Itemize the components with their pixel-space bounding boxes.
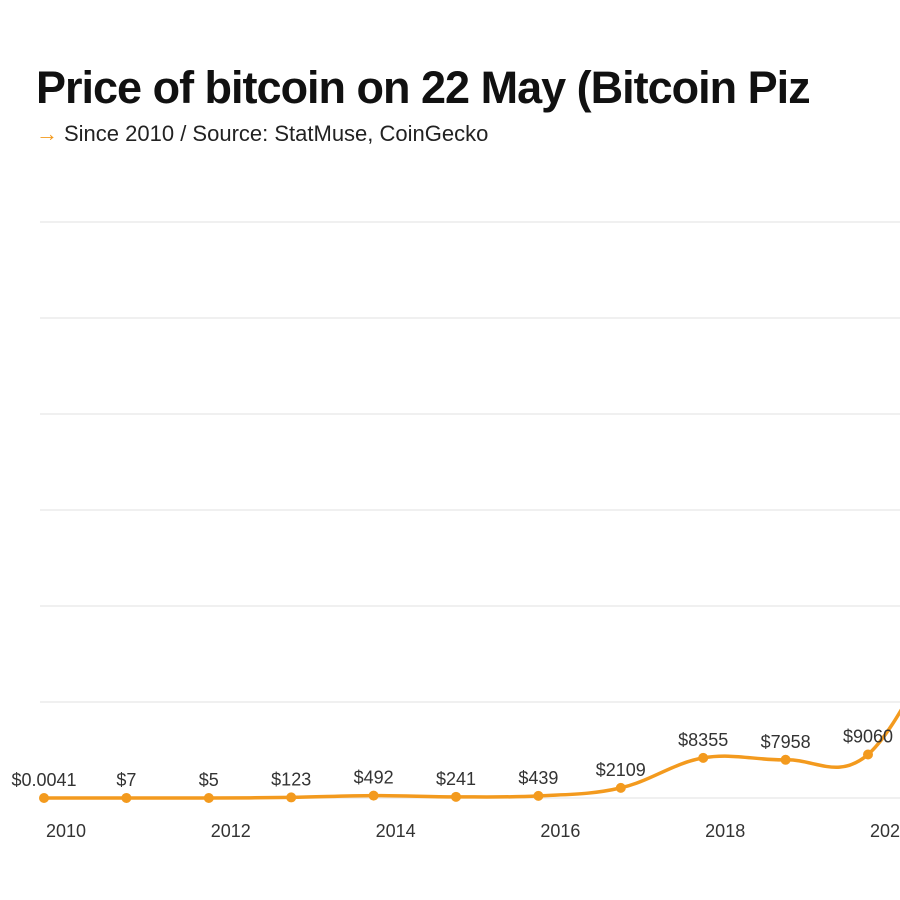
data-label: $7958: [761, 732, 811, 752]
chart-subtitle: → Since 2010 / Source: StatMuse, CoinGeck…: [36, 121, 488, 147]
data-point: [286, 792, 297, 803]
x-tick-label: 2010: [46, 821, 86, 841]
x-tick-label: 2014: [376, 821, 416, 841]
data-label: $2109: [596, 760, 646, 780]
data-label: $7: [116, 770, 136, 790]
x-tick-label: 2020: [870, 821, 900, 841]
x-tick-label: 2018: [705, 821, 745, 841]
data-point: [533, 790, 544, 801]
x-tick-label: 2016: [540, 821, 580, 841]
data-point: [615, 782, 626, 793]
data-point: [121, 792, 132, 803]
data-point: [780, 754, 791, 765]
data-label: $492: [354, 768, 394, 788]
data-point: [203, 792, 214, 803]
x-tick-label: 2012: [211, 821, 251, 841]
data-point: [451, 791, 461, 802]
data-point: [863, 749, 873, 760]
arrow-right-icon: →: [36, 121, 58, 146]
data-point: [39, 793, 49, 803]
data-label: $0.0041: [11, 770, 76, 790]
data-label: $9060: [843, 727, 893, 747]
data-label: $241: [436, 769, 476, 789]
data-point: [698, 752, 709, 763]
data-label: $439: [518, 768, 558, 788]
subtitle-text: Since 2010 / Source: StatMuse, CoinGecko: [64, 121, 489, 146]
data-label: $8355: [678, 730, 728, 750]
data-point: [368, 790, 379, 801]
chart-title: Price of bitcoin on 22 May (Bitcoin Piz: [36, 62, 811, 113]
data-label: $123: [271, 769, 311, 789]
data-label: $5: [199, 770, 219, 790]
